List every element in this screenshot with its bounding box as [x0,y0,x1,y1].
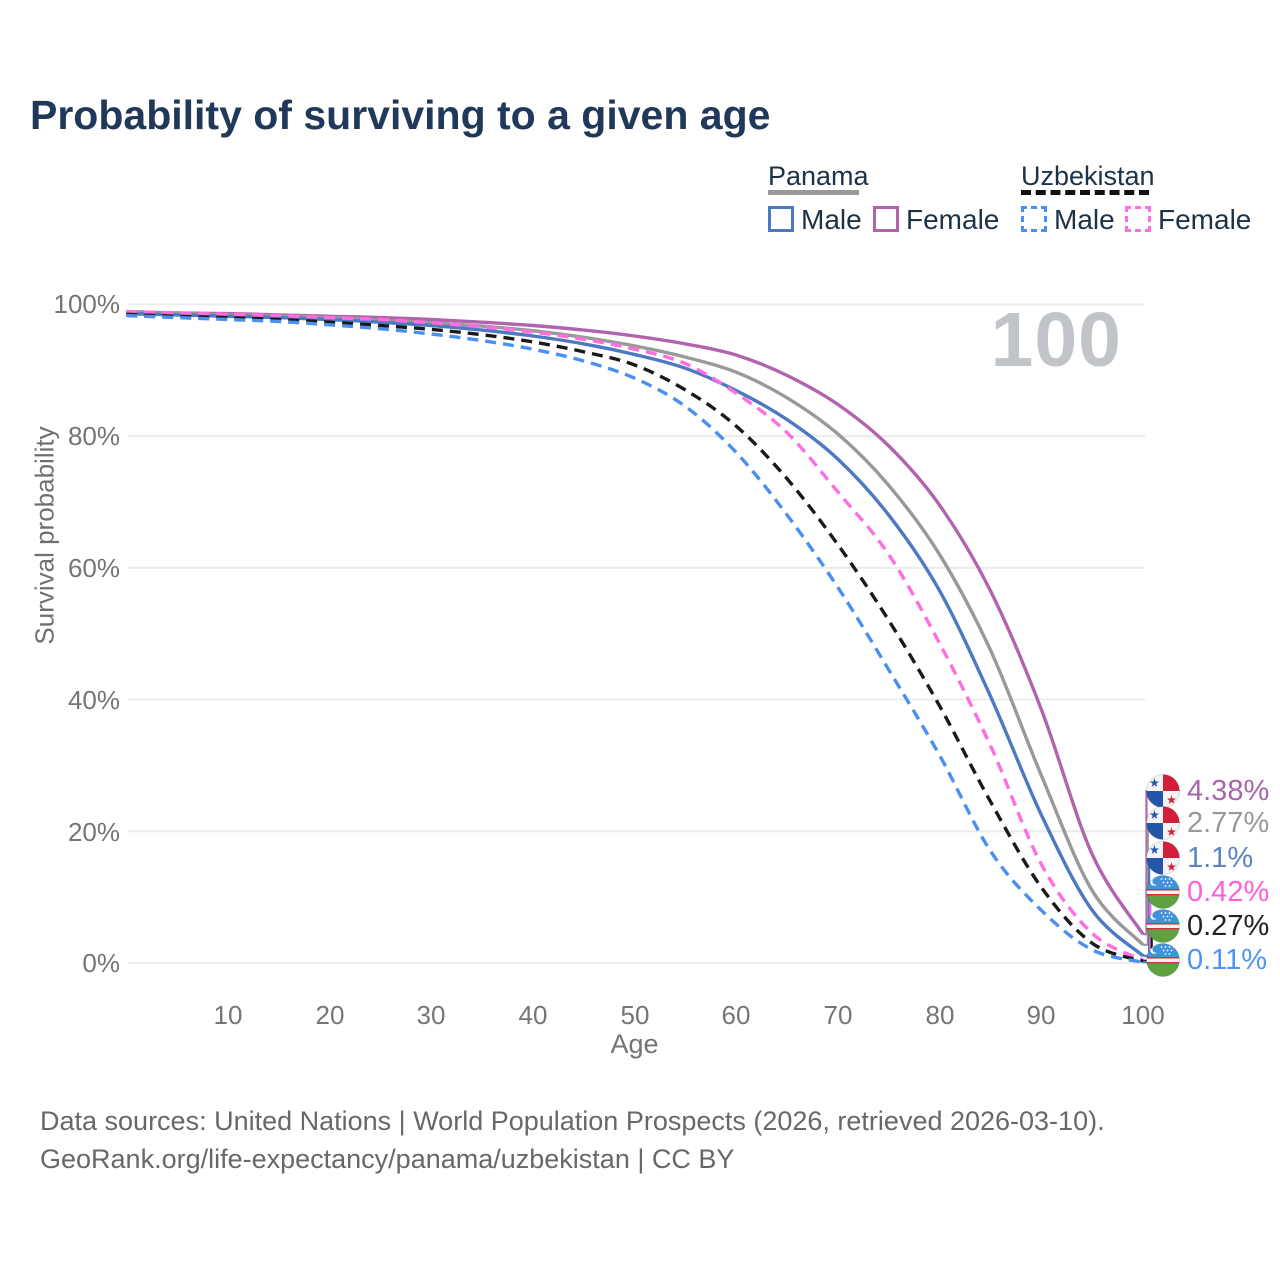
uzbekistan-flag-icon [1146,875,1180,909]
uzbekistan-flag-icon [1146,943,1180,977]
x-tick-90: 90 [1026,1000,1056,1030]
attribution-text: GeoRank.org/life-expectancy/panama/uzbek… [40,1144,735,1174]
x-tick-70: 70 [823,1000,853,1030]
end-value: 2.77% [1187,806,1270,839]
panama-flag-icon [1146,774,1180,808]
curve-panama-both[interactable] [126,310,1145,946]
legend-swatch-panama-male[interactable] [768,206,794,232]
legend-country-uzbekistan: Uzbekistan [1021,161,1155,191]
legend-swatch-panama-female[interactable] [873,206,899,232]
panama-flag-icon [1146,841,1180,875]
y-tick-60: 60% [67,553,120,583]
end-value: 0.11% [1187,943,1268,976]
x-tick-60: 60 [721,1000,751,1030]
end-label-panama-female: 4.38% [1146,774,1269,808]
end-label-uzbekistan-female: 0.42% [1146,875,1269,909]
page-title: Probability of surviving to a given age [30,92,771,138]
curve-uzbekistan-male[interactable] [126,313,1144,964]
data-sources-text: Data sources: United Nations | World Pop… [40,1106,1105,1136]
y-tick-80: 80% [67,421,120,451]
end-label-panama-both: 2.77% [1146,806,1269,840]
curve-panama-female[interactable] [126,309,1145,936]
x-tick-80: 80 [925,1000,955,1030]
panama-flag-icon [1146,806,1180,840]
end-value: 0.42% [1187,875,1270,908]
legend-line-sample-panama [768,190,859,195]
curve-uzbekistan-female[interactable] [126,309,1144,962]
x-axis-title: Age [610,1029,659,1059]
legend-item-uzbekistan-male[interactable]: Male [1054,204,1115,235]
legend-item-panama-male[interactable]: Male [801,204,862,235]
end-label-uzbekistan-both: 0.27% [1146,909,1269,943]
x-tick-40: 40 [518,1000,548,1030]
end-label-panama-male: 1.1% [1146,841,1253,875]
curve-panama-male[interactable] [126,311,1145,958]
curve-uzbekistan-both[interactable] [126,312,1144,963]
legend-swatch-uzbekistan-male[interactable] [1021,206,1047,232]
legend-item-panama-female[interactable]: Female [906,204,1000,235]
y-tick-100: 100% [53,289,121,319]
y-tick-0: 0% [82,948,120,978]
x-tick-20: 20 [315,1000,345,1030]
x-tick-10: 10 [213,1000,243,1030]
x-tick-50: 50 [620,1000,650,1030]
end-label-uzbekistan-male: 0.11% [1146,943,1267,977]
uzbekistan-flag-icon [1146,909,1180,943]
x-tick-30: 30 [416,1000,446,1030]
y-tick-40: 40% [67,685,120,715]
age-indicator: 100 [990,297,1122,383]
legend-line-sample-uzbekistan [1021,190,1149,195]
legend-country-panama: Panama [768,161,869,191]
y-tick-20: 20% [67,817,120,847]
legend-swatch-uzbekistan-female[interactable] [1125,206,1151,232]
end-value: 4.38% [1187,774,1270,807]
legend-item-uzbekistan-female[interactable]: Female [1158,204,1252,235]
x-tick-100: 100 [1121,1000,1165,1030]
end-value: 1.1% [1187,841,1254,874]
end-value: 0.27% [1187,909,1270,942]
